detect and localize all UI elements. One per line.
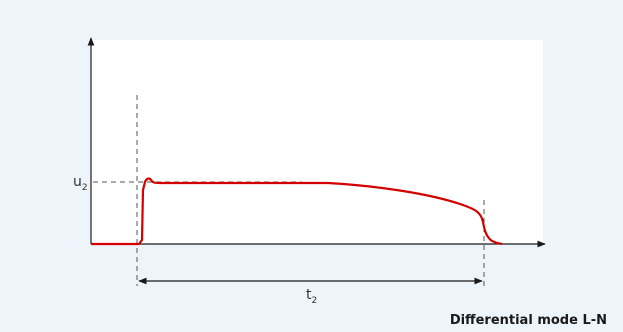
diagram-caption: Differential mode L-N (449, 313, 607, 328)
duration-subscript: 2 (312, 296, 318, 306)
pulse-waveform (91, 177, 503, 246)
voltage-label: u2 (73, 174, 88, 193)
duration-label: t2 (306, 287, 317, 306)
voltage-subscript: 2 (82, 183, 88, 193)
plot-area (91, 40, 543, 244)
